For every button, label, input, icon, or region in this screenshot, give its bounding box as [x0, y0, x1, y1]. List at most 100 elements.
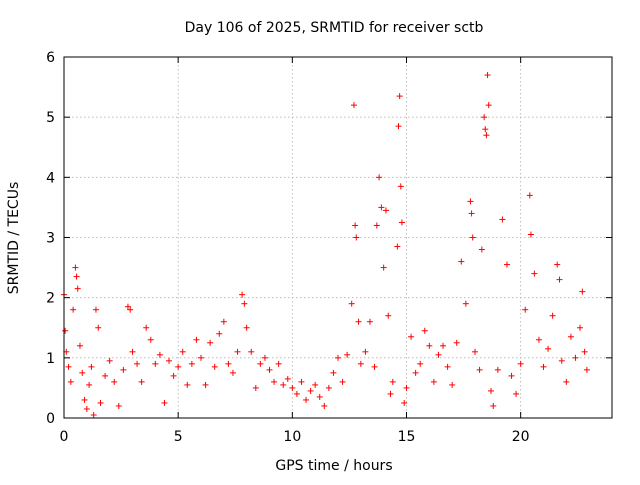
- data-point: [581, 348, 588, 355]
- data-point: [350, 102, 357, 109]
- data-point: [396, 93, 403, 100]
- data-point: [549, 312, 556, 319]
- data-point: [134, 360, 141, 367]
- data-point: [385, 312, 392, 319]
- x-tick-label: 15: [398, 429, 416, 445]
- data-point: [220, 318, 227, 325]
- y-axis-label: SRMTID / TECUs: [6, 182, 22, 295]
- data-point: [257, 360, 264, 367]
- data-point: [335, 354, 341, 361]
- data-point: [303, 396, 310, 403]
- y-tick-label: 6: [46, 50, 55, 66]
- data-point: [275, 360, 282, 367]
- data-point: [508, 372, 515, 379]
- data-point: [271, 378, 278, 385]
- data-point: [289, 384, 296, 391]
- data-point: [371, 363, 378, 370]
- data-point: [444, 363, 451, 370]
- data-point: [198, 354, 204, 361]
- data-point: [225, 360, 232, 367]
- data-point: [352, 222, 359, 229]
- data-point: [526, 192, 533, 199]
- x-tick-label: 10: [283, 429, 301, 445]
- data-point: [467, 198, 474, 205]
- data-point: [494, 366, 501, 373]
- data-point: [152, 360, 159, 367]
- y-tick-label: 4: [46, 170, 55, 186]
- data-point: [95, 324, 102, 331]
- data-point: [440, 342, 447, 349]
- data-point: [487, 387, 494, 394]
- data-point: [143, 324, 150, 331]
- data-point: [417, 360, 424, 367]
- data-point: [449, 381, 456, 388]
- data-point: [70, 306, 77, 313]
- data-point: [503, 261, 510, 268]
- data-point: [484, 72, 491, 79]
- data-point: [527, 231, 534, 238]
- data-point: [490, 402, 497, 409]
- data-point: [572, 354, 579, 361]
- data-point: [339, 378, 346, 385]
- x-tick-label: 20: [512, 429, 530, 445]
- data-point: [412, 369, 419, 376]
- data-point: [120, 366, 127, 373]
- data-point: [387, 390, 394, 397]
- data-point: [357, 360, 364, 367]
- data-point: [478, 246, 485, 253]
- data-point: [435, 351, 442, 358]
- data-point: [382, 207, 389, 214]
- data-point: [88, 363, 95, 370]
- data-point: [458, 258, 465, 265]
- data-point: [373, 222, 380, 229]
- y-tick-label: 0: [46, 411, 55, 427]
- data-point: [216, 330, 223, 337]
- tick-labels: 0 5 10 15 20 0 1 2 3 4 5 6: [46, 50, 530, 445]
- data-point: [421, 327, 428, 334]
- data-point: [485, 102, 492, 109]
- data-point: [170, 372, 177, 379]
- data-point: [127, 306, 134, 313]
- data-point: [579, 288, 586, 295]
- data-point: [184, 381, 191, 388]
- data-point: [545, 345, 552, 352]
- data-point: [453, 339, 460, 346]
- axis-ticks: [63, 56, 612, 419]
- data-point: [583, 366, 590, 373]
- data-point: [241, 300, 248, 307]
- data-point: [202, 381, 209, 388]
- data-point: [482, 126, 489, 133]
- x-tick-label: 0: [60, 429, 69, 445]
- data-point: [239, 291, 246, 298]
- data-point: [266, 366, 273, 373]
- data-point: [472, 348, 478, 355]
- data-point: [156, 351, 163, 358]
- data-point: [563, 378, 570, 385]
- data-point: [92, 306, 99, 313]
- data-point: [111, 378, 118, 385]
- data-point: [567, 333, 574, 340]
- data-point: [79, 369, 86, 376]
- data-point: [284, 375, 291, 382]
- data-point: [531, 270, 538, 277]
- data-point: [535, 336, 542, 343]
- data-point: [325, 384, 332, 391]
- data-point: [193, 336, 200, 343]
- y-tick-label: 2: [46, 291, 55, 307]
- data-points: [61, 72, 590, 418]
- data-point: [293, 390, 300, 397]
- data-point: [261, 354, 268, 361]
- data-point: [138, 378, 145, 385]
- data-point: [280, 381, 287, 388]
- data-point: [234, 348, 241, 355]
- data-point: [554, 261, 561, 268]
- data-point: [577, 324, 584, 331]
- data-point: [397, 183, 404, 190]
- data-point: [426, 342, 433, 349]
- data-point: [86, 381, 93, 388]
- data-point: [517, 360, 524, 367]
- data-point: [72, 264, 79, 271]
- data-point: [166, 357, 173, 364]
